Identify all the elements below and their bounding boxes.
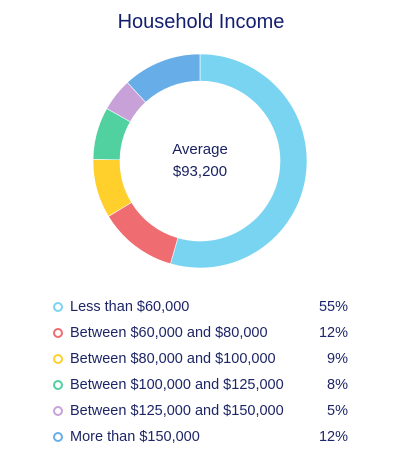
legend-label: Between $100,000 and $125,000 [70, 377, 284, 393]
legend-percentage: 12% [318, 429, 348, 445]
legend-label: Less than $60,000 [70, 299, 190, 315]
legend-percentage: 55% [318, 299, 348, 315]
legend-item: Between $100,000 and $125,000 8% [53, 372, 348, 398]
legend-swatch-icon [53, 380, 63, 390]
legend-swatch-icon [53, 406, 63, 416]
legend-swatch-icon [53, 328, 63, 338]
legend-label: Between $80,000 and $100,000 [70, 351, 276, 367]
legend-item: Between $125,000 and $150,000 5% [53, 398, 348, 424]
average-label: Average $93,200 [91, 139, 309, 183]
legend-item: Less than $60,000 55% [53, 294, 348, 320]
legend-swatch-icon [53, 354, 63, 364]
legend-label: More than $150,000 [70, 429, 200, 445]
pie-slice-2 [108, 202, 179, 265]
chart-title: Household Income [117, 11, 285, 33]
pie-slice-1 [170, 53, 308, 269]
legend-percentage: 9% [327, 351, 348, 367]
legend-percentage: 5% [327, 403, 348, 419]
legend-swatch-icon [53, 302, 63, 312]
legend-item: Between $60,000 and $80,000 12% [53, 320, 348, 346]
legend-percentage: 8% [327, 377, 348, 393]
legend-item: More than $150,000 12% [53, 424, 348, 450]
pie-slice-6 [126, 53, 201, 103]
legend-percentage: 12% [318, 325, 348, 341]
legend-swatch-icon [53, 432, 63, 442]
average-value: $93,200 [172, 163, 228, 180]
legend-item: Between $80,000 and $100,000 9% [53, 346, 348, 372]
donut-chart: Average $93,200 [91, 52, 309, 270]
donut-svg [92, 53, 308, 269]
legend-label: Between $125,000 and $150,000 [70, 403, 284, 419]
legend: Less than $60,000 55% Between $60,000 an… [53, 294, 348, 450]
average-title: Average [172, 141, 228, 158]
legend-label: Between $60,000 and $80,000 [70, 325, 268, 341]
